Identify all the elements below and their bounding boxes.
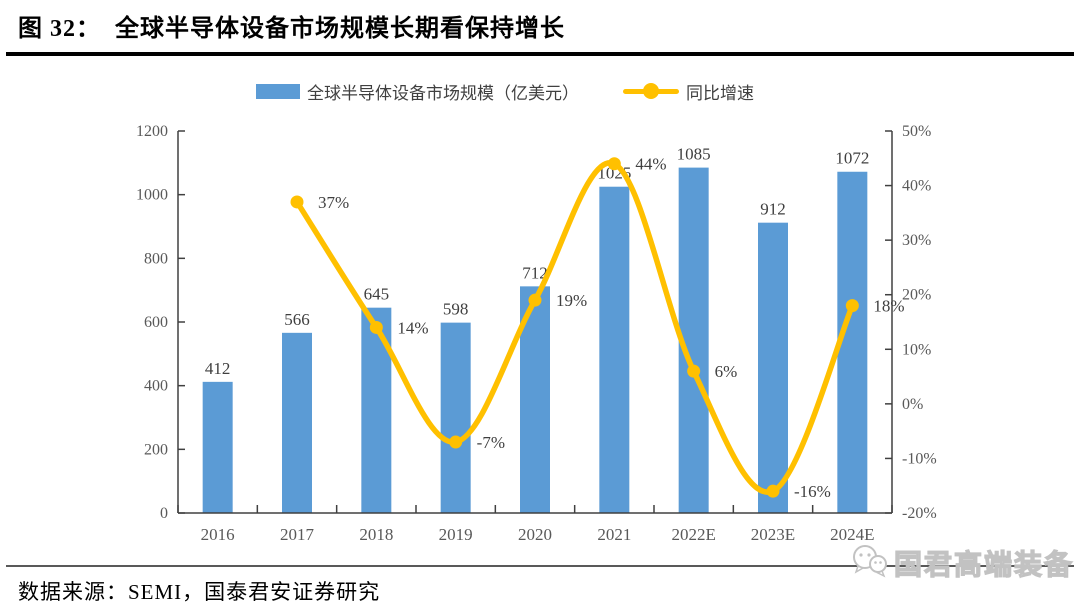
legend-item-market-size: 全球半导体设备市场规模（亿美元） [256,79,579,104]
right-axis-tick-label: 0% [902,396,923,413]
growth-point-2018 [369,320,383,334]
bar-label-2022E: 1085 [677,145,711,164]
bar-label-2017: 566 [284,310,310,329]
left-axis-tick-label: 600 [144,314,168,331]
growth-label-2022E: 6% [715,362,738,381]
growth-label-2020: 19% [556,291,587,310]
bar-2018 [361,307,392,513]
bar-2023E [758,222,788,513]
x-axis-label-2017: 2017 [280,525,315,544]
bar-2017 [282,332,312,513]
watermark-text: 国君高端装备 [893,549,1074,581]
right-axis-tick-label: 30% [902,232,931,249]
growth-point-2019 [449,435,463,449]
wechat-icon [848,542,890,585]
x-axis-label-2023E: 2023E [751,525,795,544]
left-axis-tick-label: 1000 [136,187,168,204]
right-axis-tick-label: -10% [902,450,937,467]
legend-item-growth: 同比增速 [623,79,754,104]
watermark: 国君高端装备 [848,543,1074,583]
bar-label-2018: 645 [364,285,390,304]
x-axis-label-2020: 2020 [518,525,552,544]
bar-series-label: 全球半导体设备市场规模（亿美元） [307,83,579,103]
growth-label-2023E: -16% [794,482,831,501]
x-axis-label-2022E: 2022E [671,525,715,544]
right-axis-tick-label: 20% [902,287,931,304]
bar-2021 [599,186,630,514]
growth-label-2017: 37% [318,193,349,212]
bar-label-2024E: 1072 [835,149,869,168]
x-axis-label-2019: 2019 [439,525,473,544]
growth-point-2021 [607,157,621,171]
right-axis-tick-label: 50% [902,123,931,140]
growth-label-2021: 44% [635,155,666,174]
bar-series-swatch [256,83,300,99]
left-axis-tick-label: 1200 [136,123,168,140]
right-axis-tick-label: 10% [902,341,931,358]
bar-2016 [202,381,233,513]
footer-divider [6,565,1074,567]
bar-2019 [440,322,471,513]
left-axis-tick-label: 0 [160,505,168,522]
left-axis-tick-label: 800 [144,250,168,267]
bar-label-2016: 412 [205,359,231,378]
figure-title-text: 全球半导体设备市场规模长期看保持增长 [115,16,565,42]
x-axis-label-2024E: 2024E [830,525,874,544]
bar-label-2020: 712 [522,263,548,282]
bar-label-2023E: 912 [760,200,786,219]
growth-point-2023E [766,484,780,498]
bar-2024E [837,171,868,513]
growth-point-2022E [687,364,701,378]
x-axis-label-2018: 2018 [359,525,393,544]
right-axis-tick-label: -20% [902,505,937,522]
right-axis-tick-label: 40% [902,178,931,195]
left-axis-tick-label: 400 [144,378,168,395]
growth-point-2024E [845,299,859,313]
x-axis-label-2021: 2021 [597,525,631,544]
growth-point-2017 [290,195,304,209]
line-swatch-marker [643,83,659,99]
bar-label-2019: 598 [443,300,469,319]
data-source: 数据来源：SEMI，国泰君安证券研究 [18,580,381,604]
x-axis-label-2016: 2016 [201,525,235,544]
chart-legend: 全球半导体设备市场规模（亿美元） 同比增速 [256,79,754,104]
growth-label-2019: -7% [477,433,505,452]
line-series-label: 同比增速 [686,83,754,103]
left-axis-tick-label: 200 [144,441,168,458]
figure-title: 图 32： 全球半导体设备市场规模长期看保持增长 [18,8,565,43]
title-divider [6,52,1074,56]
growth-label-2018: 14% [397,318,428,337]
growth-label-2024E: 18% [873,297,904,316]
figure-number: 图 32： [18,16,101,42]
line-series-swatch [623,83,679,99]
growth-point-2020 [528,293,542,307]
